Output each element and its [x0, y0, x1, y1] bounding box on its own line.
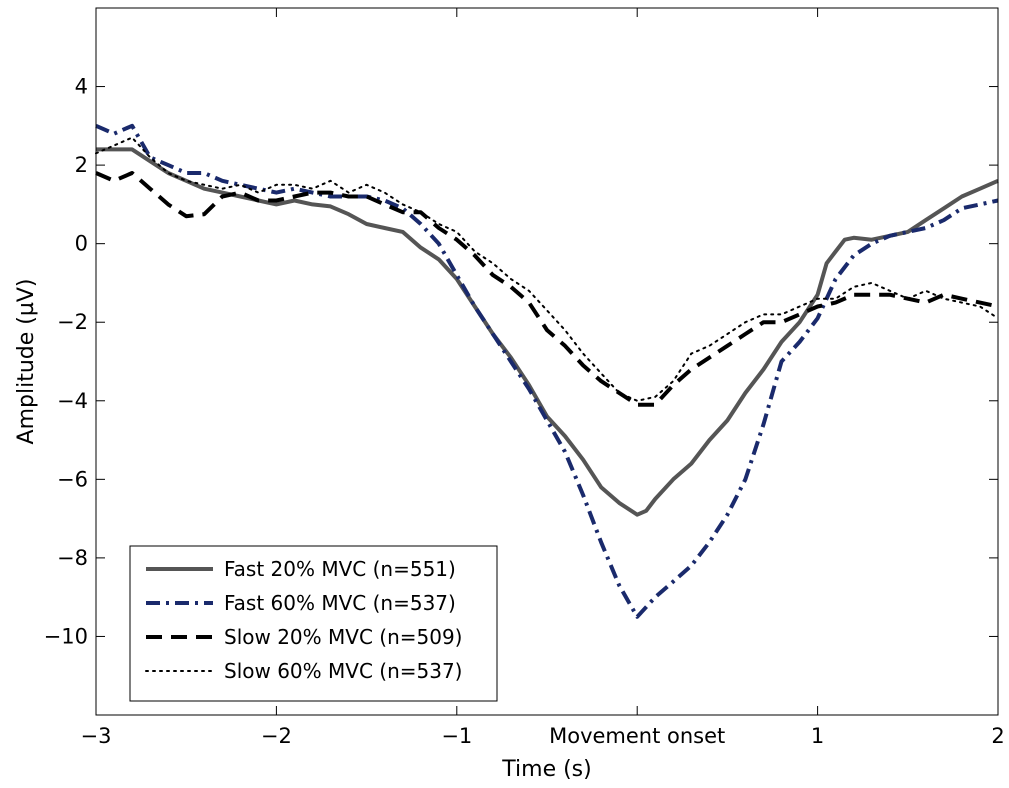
legend: Fast 20% MVC (n=551) Fast 60% MVC (n=537)…: [129, 545, 498, 702]
y-tick-label: −4: [57, 389, 88, 413]
y-tick-label: −8: [57, 546, 88, 570]
x-tick-label: 2: [991, 724, 1004, 748]
y-tick-label: −2: [57, 310, 88, 334]
legend-label-3: Slow 20% MVC (n=509): [224, 625, 463, 649]
x-tick-label: −1: [441, 724, 472, 748]
y-tick-label: 2: [75, 153, 88, 177]
legend-label-2: Fast 60% MVC (n=537): [224, 591, 456, 615]
y-axis-label: Amplitude (µV): [14, 279, 39, 445]
y-tick-label: −6: [57, 467, 88, 491]
tick-labels-group: −3 −2 −1 Movement onset 1 2 4 2 0 −2 −4 −6 −8 −10: [44, 75, 1005, 748]
plot-area-frame: [95, 7, 999, 716]
x-tick-label: Movement onset: [549, 724, 725, 748]
y-tick-label: 4: [75, 75, 88, 99]
legend-label-1: Fast 20% MVC (n=551): [224, 557, 456, 581]
x-axis-label: Time (s): [501, 757, 591, 782]
y-tick-label: 0: [75, 232, 88, 256]
series-line-4: [95, 136, 999, 402]
x-tick-label: −3: [81, 724, 112, 748]
legend-label-4: Slow 60% MVC (n=537): [224, 659, 463, 683]
x-tick-label: 1: [811, 724, 824, 748]
axis-ticks-group: [95, 8, 999, 715]
series-group: [95, 123, 999, 619]
legend-box: [129, 545, 498, 702]
series-line-3: [95, 171, 999, 407]
series-line-2: [95, 123, 999, 619]
x-tick-label: −2: [261, 724, 292, 748]
y-tick-label: −10: [44, 624, 88, 648]
